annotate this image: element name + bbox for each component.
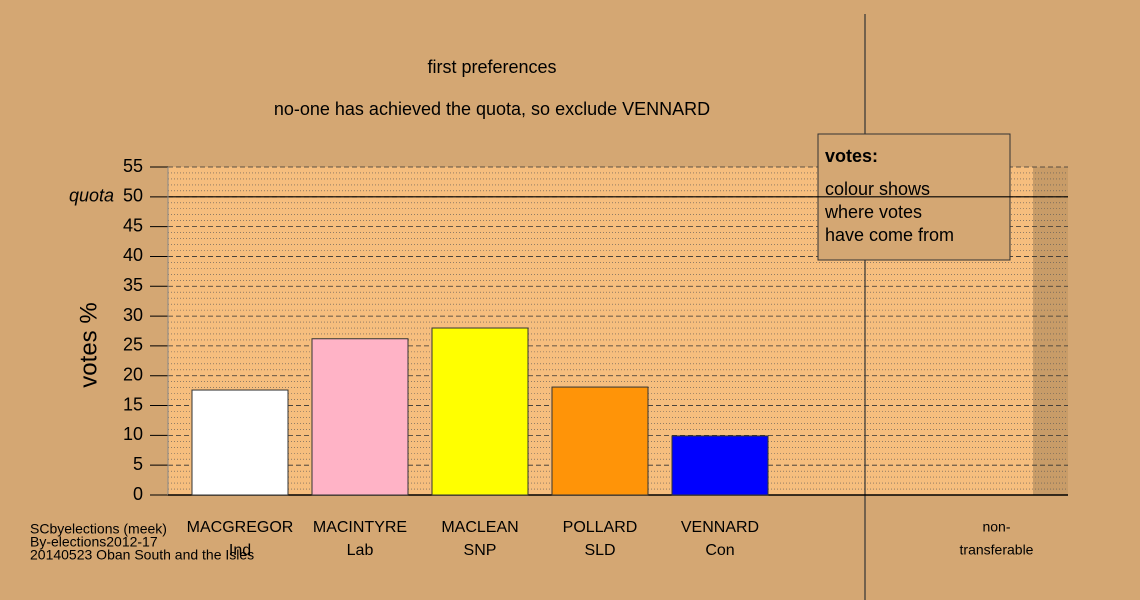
footer: 20140523 Oban South and the Isles bbox=[30, 547, 254, 563]
bar bbox=[551, 386, 649, 496]
chart-title: first preferences bbox=[427, 57, 556, 77]
bar bbox=[191, 389, 289, 496]
x-tick-label: MACGREGOR bbox=[187, 519, 294, 536]
y-tick-label: 40 bbox=[123, 245, 143, 265]
y-tick-label: 35 bbox=[123, 275, 143, 295]
y-tick-label: 30 bbox=[123, 305, 143, 325]
y-axis-label: votes % bbox=[75, 302, 102, 387]
x-tick-label: MACLEAN bbox=[441, 519, 518, 536]
y-tick-label: 50 bbox=[123, 186, 143, 206]
x-tick-sublabel: transferable bbox=[960, 542, 1034, 558]
note-line: have come from bbox=[825, 225, 954, 245]
chart-subtitle: no-one has achieved the quota, so exclud… bbox=[274, 99, 710, 119]
bar bbox=[431, 327, 529, 496]
x-tick-label: POLLARD bbox=[563, 519, 638, 536]
bar bbox=[671, 435, 769, 496]
note-line: where votes bbox=[824, 202, 922, 222]
x-tick-sublabel: Ind bbox=[229, 542, 251, 559]
y-tick-label: 25 bbox=[123, 335, 143, 355]
bar bbox=[311, 338, 409, 496]
quota-label: quota bbox=[69, 186, 114, 206]
note-title: votes: bbox=[825, 146, 878, 166]
x-tick-label: non- bbox=[982, 519, 1010, 535]
y-tick-label: 45 bbox=[123, 215, 143, 235]
x-tick-sublabel: Con bbox=[705, 542, 734, 559]
y-tick-label: 10 bbox=[123, 424, 143, 444]
footer: By-elections2012-17 bbox=[30, 534, 158, 550]
x-tick-sublabel: Lab bbox=[347, 542, 374, 559]
x-tick-sublabel: SNP bbox=[464, 542, 497, 559]
y-tick-label: 20 bbox=[123, 364, 143, 384]
y-tick-label: 5 bbox=[133, 454, 143, 474]
x-tick-label: MACINTYRE bbox=[313, 519, 407, 536]
x-tick-sublabel: SLD bbox=[584, 542, 615, 559]
y-tick-label: 0 bbox=[133, 484, 143, 504]
plot-strip bbox=[1033, 167, 1068, 495]
x-tick-label: VENNARD bbox=[681, 519, 759, 536]
y-tick-label: 15 bbox=[123, 394, 143, 414]
note-line: colour shows bbox=[825, 179, 930, 199]
footer: SCbyelections (meek) bbox=[30, 521, 167, 537]
y-tick-label: 55 bbox=[123, 156, 143, 176]
